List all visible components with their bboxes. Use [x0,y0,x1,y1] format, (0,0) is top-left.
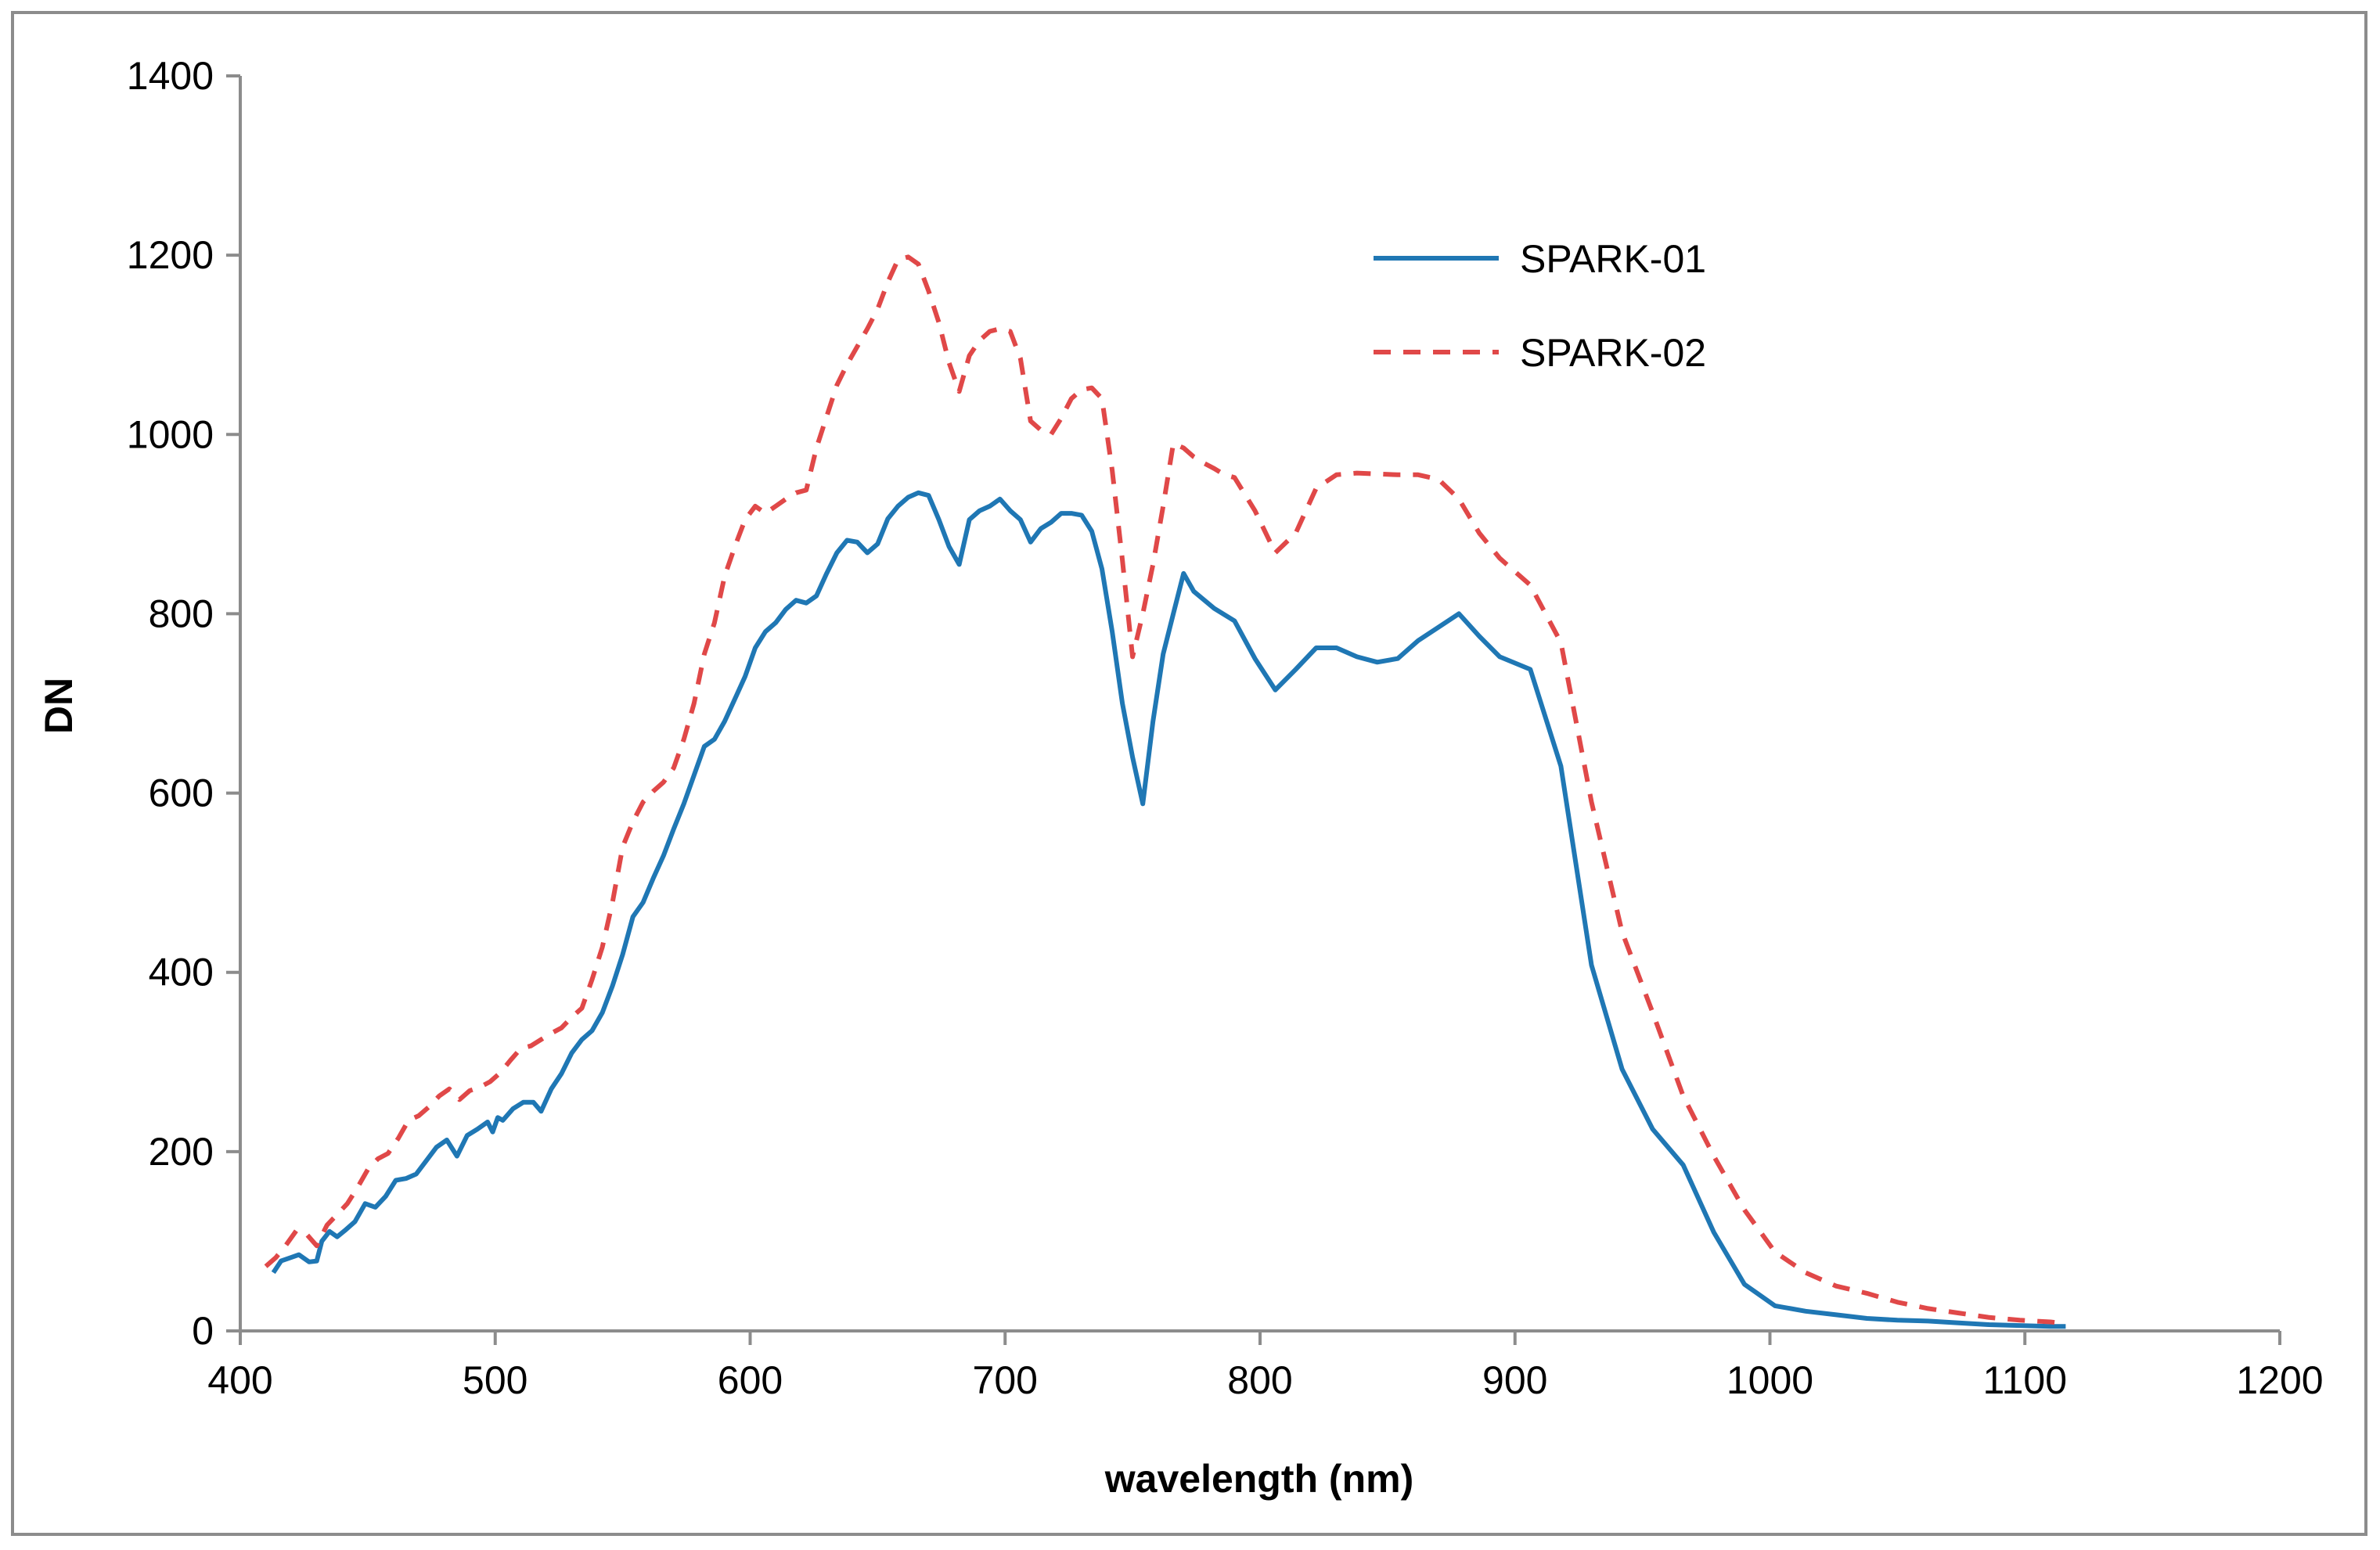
chart-frame [11,11,2367,1536]
x-tick-label: 700 [973,1358,1038,1402]
x-tick-label: 800 [1227,1358,1292,1402]
y-tick-label: 1400 [127,54,214,98]
x-tick-label: 500 [463,1358,527,1402]
x-tick-label: 400 [207,1358,272,1402]
axes: 0 200 400 600 800 1000 1200 1400 400 500 600 700 800… [127,54,2324,1402]
legend-label-spark-01: SPARK-01 [1520,237,1706,281]
y-tick-label: 800 [149,592,214,635]
series-layer [264,254,2066,1329]
x-tick-label: 1000 [1726,1358,1813,1402]
series-line-spark-02 [264,254,2066,1326]
x-tick-label: 1200 [2236,1358,2323,1402]
y-tick-label: 1000 [127,412,214,456]
y-tick-label: 0 [192,1309,214,1353]
x-axis-title: wavelength (nm) [1104,1457,1413,1501]
legend-label-spark-02: SPARK-02 [1520,331,1706,375]
y-tick-label: 1200 [127,233,214,277]
legend: SPARK-01 SPARK-02 [1374,237,1706,375]
series-line-spark-01 [271,490,2066,1329]
y-axis-title: DN [37,678,81,734]
y-tick-label: 400 [149,951,214,994]
x-tick-label: 1100 [1982,1358,2067,1402]
x-tick-label: 600 [718,1358,783,1402]
y-tick-label: 200 [149,1130,214,1174]
y-tick-label: 600 [149,771,214,815]
x-tick-label: 900 [1482,1358,1547,1402]
